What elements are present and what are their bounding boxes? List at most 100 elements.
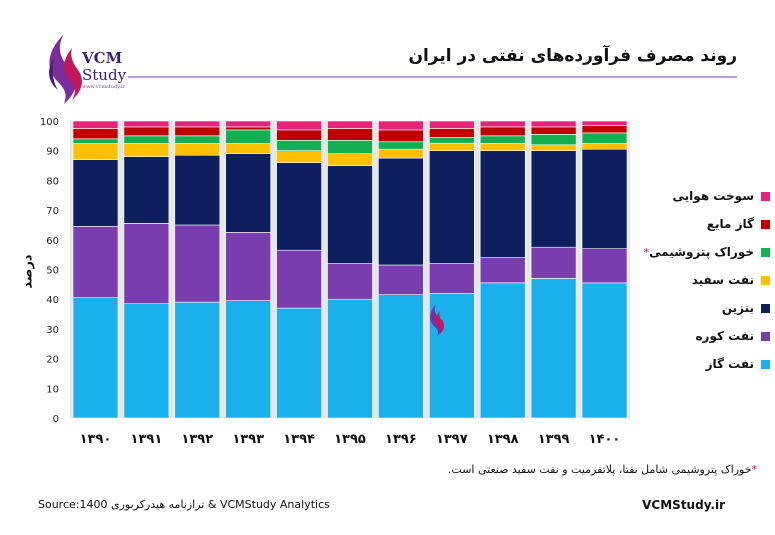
bar-segment	[276, 120, 322, 131]
bar-segment	[276, 150, 322, 163]
bar-segment	[327, 120, 373, 129]
site-link[interactable]: VCMStudy.ir	[642, 498, 725, 512]
bar-segment	[479, 126, 526, 137]
legend-swatch	[761, 191, 770, 201]
vcm-logo-mark	[49, 34, 82, 104]
bar-segment	[530, 126, 577, 135]
bar-segment	[123, 156, 170, 224]
x-tick-label: ۱۴۰۰	[589, 432, 621, 447]
bar-segment	[225, 129, 271, 144]
bar-segment	[123, 223, 170, 304]
legend-label: نفت کوره	[695, 329, 754, 343]
legend-swatch	[761, 219, 770, 229]
x-tick-label: ۱۳۹۶	[385, 432, 417, 447]
bar-segment	[225, 300, 271, 419]
legend-item: بنزین	[722, 300, 770, 316]
bar-segment	[479, 143, 526, 152]
y-tick-label: 20	[46, 355, 59, 366]
bar-segment	[378, 294, 424, 419]
bar-segment	[174, 224, 221, 303]
source-text: Source:1400 ترازنامه هیدرکربوری & VCMStu…	[38, 498, 330, 511]
bar-segment	[581, 248, 628, 284]
bar-segment	[581, 143, 628, 150]
legend-label: نفت گاز	[705, 357, 754, 371]
legend-item: نفت کوره	[695, 328, 770, 344]
chart-title: روند مصرف فرآورده‌های نفتی در ایران	[408, 46, 737, 66]
legend-item: سوخت هوایی	[673, 188, 770, 204]
bar-segment	[123, 135, 170, 144]
legend-swatch	[761, 331, 770, 341]
bar-segment	[276, 140, 322, 152]
bar-segment	[225, 153, 271, 233]
bar-segment	[276, 249, 322, 309]
bar-segment	[530, 150, 577, 248]
bar-segment	[72, 128, 119, 140]
bar-segment	[327, 153, 373, 166]
bar-segment	[428, 128, 475, 138]
bar-segment	[327, 140, 373, 155]
bar-segment	[225, 232, 271, 301]
bar-segment	[530, 144, 577, 152]
bar-segment	[174, 120, 221, 128]
legend-label: بنزین	[721, 301, 754, 315]
bar-segment	[479, 257, 526, 284]
bar-segment	[123, 143, 170, 158]
bar-segment	[581, 125, 628, 134]
bar-segment	[530, 278, 577, 419]
x-tick-label: ۱۳۹۲	[181, 432, 213, 447]
y-tick-label: 50	[46, 266, 59, 277]
bar-segment	[72, 143, 119, 160]
y-tick-label: 30	[46, 325, 59, 336]
bar-segment	[581, 132, 628, 144]
bar-segment	[479, 150, 526, 258]
bar-segment	[428, 120, 475, 129]
logo-name: VCM	[82, 49, 123, 67]
bar-segment	[276, 129, 322, 141]
legend-label: گاز مایع	[706, 217, 754, 231]
title-divider	[128, 76, 737, 78]
legend-item: نفت سفید	[692, 272, 770, 288]
logo-wordmark: VCM Study www.vcmstudy.ir	[82, 50, 126, 90]
x-tick-label: ۱۳۹۸	[487, 432, 519, 447]
x-tick-label: ۱۳۹۵	[334, 432, 366, 447]
watermark-icon	[430, 304, 444, 336]
bar-segment	[428, 263, 475, 294]
bar-segment	[72, 120, 119, 129]
x-tick-label: ۱۳۹۱	[131, 432, 163, 447]
legend-item: خوراک پتروشیمی *	[644, 244, 770, 260]
bar-segment	[428, 143, 475, 152]
bar-segment	[225, 120, 271, 128]
bar-segment	[327, 128, 373, 141]
logo-sub: Study	[82, 66, 127, 84]
bar-segment	[72, 226, 119, 298]
bar-segment	[428, 292, 475, 419]
y-tick-label: 70	[46, 206, 59, 217]
bar-segment	[225, 126, 271, 131]
y-tick-label: 40	[46, 295, 59, 306]
bar-segment	[327, 298, 373, 419]
footnote: *خوراک پتروشیمی شامل نفتا، پلاتفرمیت و ن…	[448, 463, 757, 476]
x-tick-label: ۱۳۹۳	[232, 432, 264, 447]
bar-segment	[276, 162, 322, 251]
bar-segment	[327, 263, 373, 300]
bar-segment	[530, 120, 577, 128]
bar-segment	[530, 246, 577, 279]
y-tick-label: 80	[46, 176, 59, 187]
legend-swatch	[761, 359, 770, 369]
y-tick-label: 60	[46, 236, 59, 247]
y-axis-label: درصد	[20, 254, 36, 289]
y-tick-label: 0	[53, 414, 59, 425]
bar-segment	[581, 148, 628, 249]
bar-segment	[378, 129, 424, 143]
bar-segment	[72, 138, 119, 144]
bar-segment	[72, 159, 119, 227]
bar-segment	[581, 282, 628, 419]
footnote-text: خوراک پتروشیمی شامل نفتا، پلاتفرمیت و نف…	[447, 463, 752, 476]
bar-segment	[225, 143, 271, 155]
bar-segment	[276, 307, 322, 419]
x-tick-label: ۱۳۹۰	[80, 432, 112, 447]
legend-swatch	[761, 247, 770, 257]
logo-url: www.vcmstudy.ir	[82, 84, 125, 90]
bar-segment	[327, 165, 373, 264]
